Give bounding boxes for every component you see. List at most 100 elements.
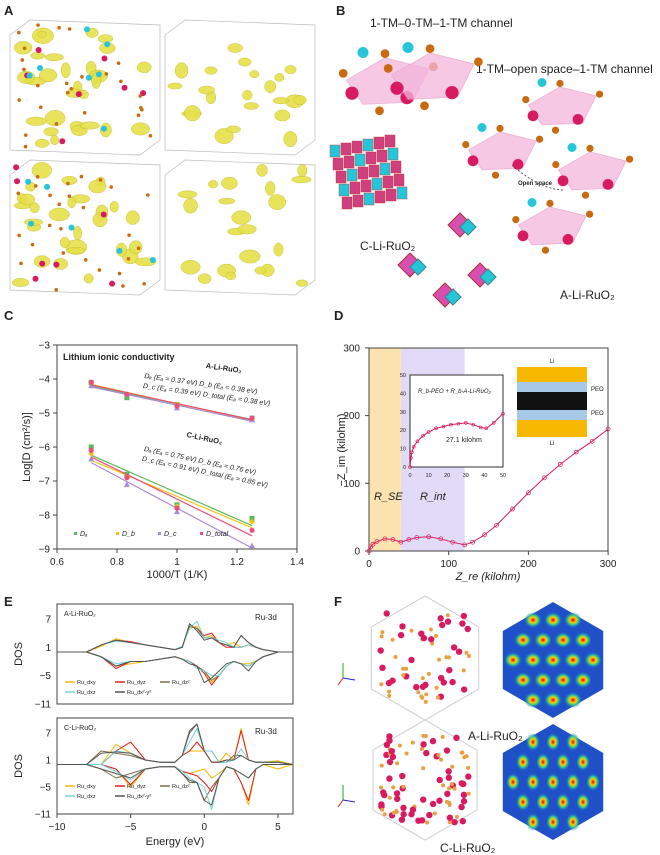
inset-y-tick-label: 30 — [400, 410, 406, 416]
atom — [136, 246, 141, 251]
crystal-atom — [393, 654, 398, 659]
crystal-atom — [386, 758, 394, 766]
cell-layer — [517, 410, 587, 420]
density-spot — [546, 773, 560, 791]
octahedron-tile — [354, 153, 366, 167]
panel-material-label: C-Li-RuO₂ — [64, 725, 97, 732]
crystal-atom — [379, 664, 386, 672]
eis-point — [406, 537, 412, 542]
crystal-atom — [447, 802, 452, 807]
isosurface-blob — [44, 110, 66, 127]
density-spot — [524, 612, 542, 628]
polyhedron-unit — [462, 123, 544, 179]
octahedron-tile — [384, 134, 396, 148]
crystal-atom — [459, 817, 466, 825]
density-spot — [574, 632, 592, 648]
atom — [138, 94, 142, 98]
legend-label: Ru_dxy — [77, 784, 96, 790]
isosurface-blob — [50, 134, 59, 145]
o-atom — [420, 101, 429, 111]
isosurface-blob — [43, 127, 59, 137]
density-spot — [534, 672, 552, 688]
isosurface-blob — [67, 197, 76, 209]
axis-z-icon — [337, 799, 344, 808]
isosurface-blob — [97, 34, 114, 44]
crystal-atom — [462, 755, 467, 760]
x-tick-label: 1 — [174, 557, 180, 568]
o-atom — [581, 191, 590, 199]
atom — [149, 257, 156, 264]
octahedron-tile — [371, 177, 383, 191]
legend-label: Ru_dz² — [172, 680, 190, 686]
crystal-cell — [372, 719, 478, 841]
atom — [126, 256, 131, 261]
isosurface-blob — [129, 240, 143, 255]
crystal-atom — [399, 772, 406, 780]
crystal-atom — [447, 820, 452, 825]
atom — [64, 81, 69, 86]
x-axis-label: Z_re (kilohm) — [455, 571, 521, 583]
density-spot — [506, 773, 520, 791]
atom — [25, 178, 32, 185]
atom — [101, 55, 108, 62]
atom — [146, 193, 150, 197]
crystal-atom — [455, 648, 463, 655]
cell-layer — [517, 382, 587, 392]
panel-label-b: B — [336, 3, 345, 18]
eis-point — [573, 449, 579, 455]
eis-point — [398, 539, 404, 545]
panel-label-d: D — [334, 308, 343, 323]
density-spot — [544, 652, 562, 668]
atom — [17, 233, 21, 238]
crystal-atom — [464, 625, 471, 633]
region-label: R_int — [420, 491, 447, 503]
octahedron-tile — [376, 149, 388, 163]
isosurface-blob — [25, 116, 47, 126]
atom — [39, 260, 46, 267]
c-li-ruo2-label: C-Li-RuO₂ — [360, 239, 416, 253]
y-tick-label: 7 — [45, 614, 51, 625]
y-tick-label: −5 — [40, 783, 52, 794]
crystal-atom — [420, 741, 427, 748]
crystal-atom — [382, 812, 387, 817]
eis-point — [526, 490, 531, 496]
plot-area — [368, 347, 609, 552]
atom — [16, 191, 21, 196]
density-spot — [536, 793, 550, 811]
li-atom — [517, 230, 529, 242]
eis-point — [557, 461, 563, 467]
density-spot — [554, 632, 572, 648]
octahedron-cluster — [444, 288, 462, 306]
li-atom — [512, 159, 524, 170]
density-spot — [524, 652, 542, 668]
inset-point — [421, 433, 425, 438]
y-tick-label: −8 — [39, 511, 51, 522]
isosurface-blob — [183, 198, 198, 214]
crystal-atom — [464, 650, 469, 655]
crystal-atom — [437, 657, 442, 662]
crystal-atom — [440, 734, 445, 739]
eis-point — [605, 426, 611, 432]
crystal-atom — [441, 783, 446, 788]
atom — [38, 105, 43, 109]
y-tick-label: 1 — [45, 643, 51, 654]
crystal-atom — [393, 790, 401, 797]
crystal-atom — [432, 811, 437, 816]
eis-point — [510, 506, 515, 512]
panel-f-charge-density: A-Li-RuO₂ C-Li-RuO₂ — [337, 595, 604, 855]
o-atom — [462, 141, 470, 149]
atom — [67, 194, 72, 199]
box-outline — [9, 19, 161, 156]
crystal-atom — [446, 666, 453, 674]
fit-line-Da — [90, 454, 253, 527]
data-point-Dtotal — [124, 475, 130, 481]
y-tick-label: −11 — [35, 810, 52, 821]
crystal-atom — [446, 814, 454, 821]
isosurface-blob — [225, 271, 237, 281]
isosurface-blob — [29, 202, 40, 213]
simulation-box — [164, 19, 316, 156]
y-axis-label: DOS — [13, 642, 25, 666]
crystal-atom — [377, 647, 384, 654]
atom — [54, 122, 59, 126]
